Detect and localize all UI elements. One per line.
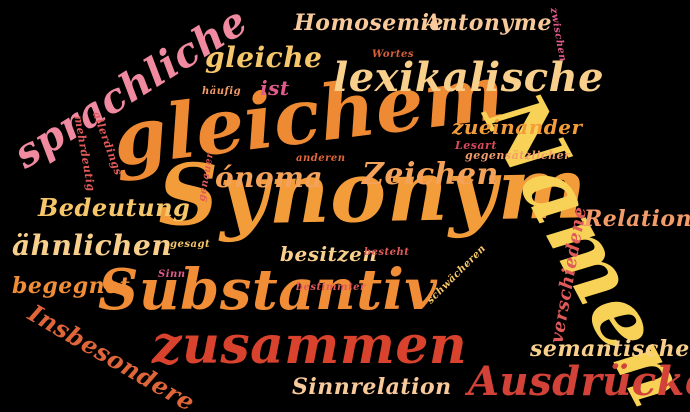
word-bedeutung: Bedeutung — [38, 193, 191, 222]
word-bestimmter: bestimmter — [296, 282, 366, 293]
word-relation: Relation — [584, 206, 690, 232]
word-ist: ist — [260, 76, 290, 100]
word-zeichen: Zeichen — [362, 157, 499, 192]
word-besteht: besteht — [364, 247, 410, 258]
word-aehnlichen: ähnlichen — [12, 229, 173, 262]
word-substantiv: Substantiv — [98, 257, 438, 323]
word-semantische: semantische — [530, 336, 690, 362]
word-wortes: Wortes — [372, 49, 414, 60]
word-ausdruecke: Ausdrücke — [468, 358, 690, 405]
word-onoma: ónoma — [215, 161, 323, 194]
word-gleiche: gleiche — [205, 41, 323, 74]
word-zusammen: zusammen — [152, 315, 468, 376]
word-sinnrelation: Sinnrelation — [292, 374, 452, 400]
word-lexikalische: lexikalische — [333, 54, 605, 101]
word-sinn: Sinn — [158, 269, 186, 280]
word-lesart: Lesart — [455, 139, 497, 152]
word-antonyme: Antonyme — [424, 10, 552, 36]
word-anderen: anderen — [296, 153, 346, 164]
word-zueinander: zueinander — [452, 115, 583, 139]
word-begegnet: begegnet — [12, 273, 131, 299]
word-gesagt: gesagt — [170, 239, 211, 250]
word-besitzen: besitzen — [280, 242, 378, 266]
word-gegensaetzlicher: gegensätzlicher — [465, 149, 571, 162]
word-homosemie: Homosemie — [294, 10, 444, 36]
word-haeufig: häufig — [202, 86, 242, 97]
